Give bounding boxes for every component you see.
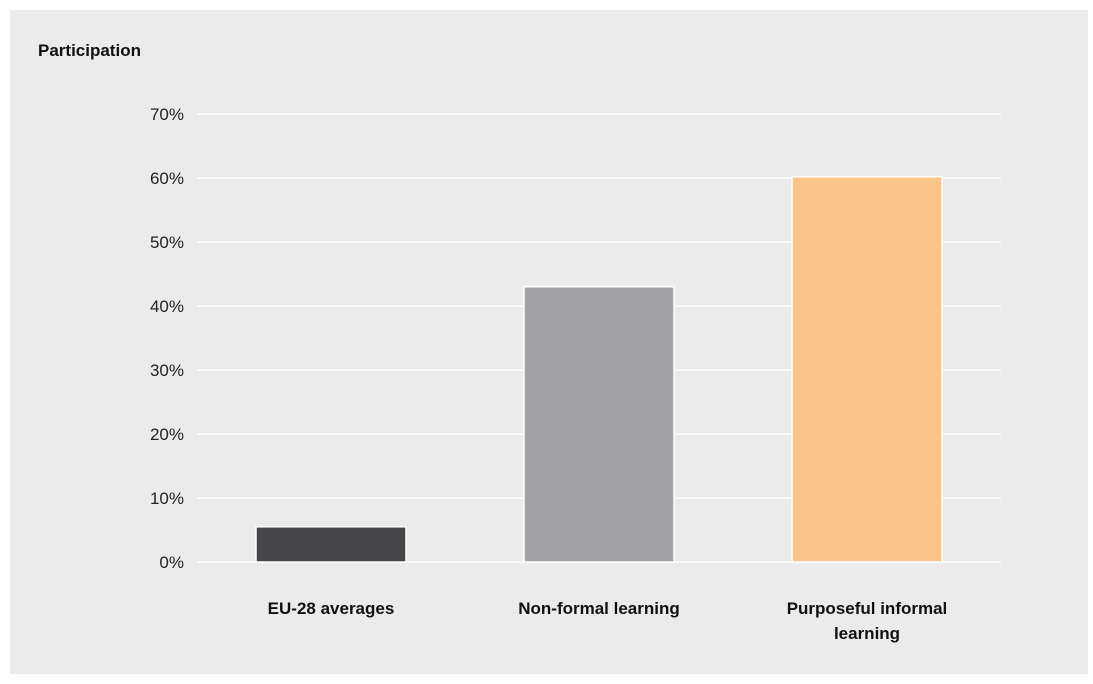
y-tick-label: 70% bbox=[150, 105, 184, 124]
y-tick-label: 0% bbox=[159, 553, 184, 572]
y-tick-label: 40% bbox=[150, 297, 184, 316]
y-tick-label: 20% bbox=[150, 425, 184, 444]
y-tick-label: 60% bbox=[150, 169, 184, 188]
y-tick-label: 50% bbox=[150, 233, 184, 252]
category-labels: EU-28 averages Non-formal learning Purpose… bbox=[268, 599, 948, 643]
y-axis-label: Participation bbox=[38, 41, 141, 60]
category-label: EU-28 averages bbox=[268, 599, 395, 618]
category-label: Purposeful informal bbox=[787, 599, 948, 618]
bar-2 bbox=[523, 286, 675, 563]
category-label: learning bbox=[834, 624, 900, 643]
category-label: Non-formal learning bbox=[518, 599, 680, 618]
bar-1 bbox=[255, 526, 407, 563]
y-tick-label: 30% bbox=[150, 361, 184, 380]
y-tick-label: 10% bbox=[150, 489, 184, 508]
bar-3 bbox=[791, 175, 943, 563]
y-tick-labels: 0% 10% 20% 30% 40% 50% 60% 70% bbox=[150, 105, 184, 572]
bars bbox=[255, 175, 943, 563]
